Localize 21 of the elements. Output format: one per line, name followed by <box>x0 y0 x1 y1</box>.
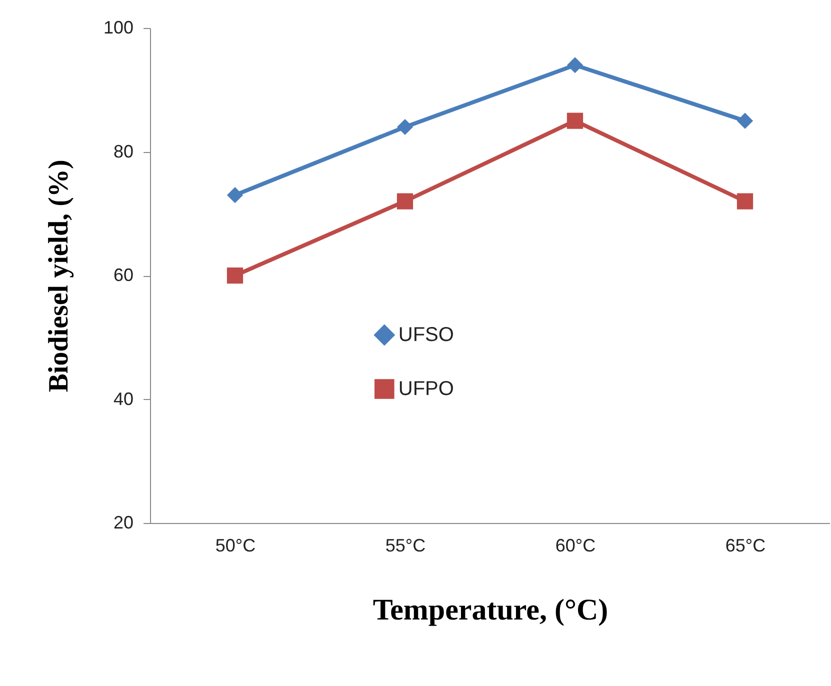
point <box>226 267 244 284</box>
y-tick-label: 60 <box>113 265 134 285</box>
point <box>736 112 754 129</box>
y-axis-title: Biodiesel yield, (%) <box>43 160 74 392</box>
y-tick-label: 40 <box>113 388 134 409</box>
y-tick-label: 100 <box>103 18 134 38</box>
x-tick-label: 60°C <box>555 536 596 556</box>
y-tick-label: 80 <box>113 141 134 162</box>
point <box>396 118 414 136</box>
x-tick-label: 65°C <box>725 536 766 556</box>
legend-label: UFSO <box>398 324 454 346</box>
point <box>736 193 754 210</box>
x-tick-label: 55°C <box>385 536 426 556</box>
point <box>226 187 244 204</box>
x-tick-label: 50°C <box>215 536 256 556</box>
y-tick-label: 20 <box>113 512 134 532</box>
point <box>566 112 584 129</box>
point <box>566 57 584 74</box>
point <box>396 193 414 210</box>
legend-label: UFPO <box>398 378 454 400</box>
x-axis-title: Temperature, (°C) <box>372 594 608 626</box>
